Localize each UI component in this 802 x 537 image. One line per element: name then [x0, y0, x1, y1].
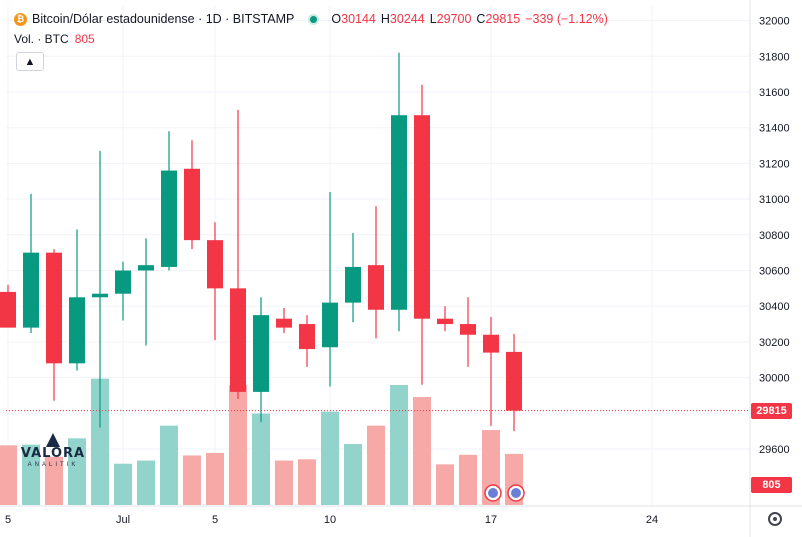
- price-axis-label: 30200: [759, 337, 790, 349]
- candle-body: [345, 266, 361, 303]
- price-axis-label: 30600: [759, 266, 790, 278]
- candle-body: [368, 265, 384, 310]
- candle-body: [230, 288, 246, 392]
- market-status-icon: [310, 15, 318, 23]
- price-axis-label: 31400: [759, 123, 790, 135]
- time-axis-label: 5: [212, 514, 218, 526]
- candle-body: [0, 291, 16, 328]
- legend-title-row: ₿ Bitcoin/Dólar estadounidense · 1D · BI…: [14, 9, 613, 29]
- candle-body: [483, 334, 499, 353]
- volume-bar: [229, 384, 247, 505]
- time-axis-label: 24: [646, 514, 658, 526]
- price-axis-label: 30000: [759, 373, 790, 385]
- candle-body: [414, 115, 430, 319]
- candle-body: [391, 115, 407, 310]
- symbol-title[interactable]: Bitcoin/Dólar estadounidense · 1D · BITS…: [32, 12, 295, 26]
- volume-bar: [206, 452, 224, 505]
- price-axis-label: 31600: [759, 87, 790, 99]
- price-axis-label: 31000: [759, 194, 790, 206]
- volume-bar: [344, 444, 362, 505]
- settings-icon[interactable]: [768, 512, 782, 526]
- candle-body: [299, 324, 315, 350]
- ohlc-key-o: O: [331, 12, 342, 26]
- last-price-label: 29815: [751, 402, 792, 419]
- candle-body: [161, 170, 177, 267]
- volume-bar: [413, 397, 431, 505]
- volume-bar: [275, 460, 293, 505]
- time-axis-label: 17: [485, 514, 497, 526]
- volume-value: 805: [74, 32, 95, 46]
- watermark-line2: ANALITIK: [27, 462, 79, 468]
- candle-body: [460, 324, 476, 335]
- candle-body: [46, 252, 62, 364]
- ohlc-key-h: H: [380, 12, 390, 26]
- candle-body: [506, 351, 522, 411]
- price-axis-label: 31200: [759, 158, 790, 170]
- watermark-logo: VALORA ANALITIK: [18, 433, 88, 469]
- collapse-legend-button[interactable]: ▲: [16, 52, 44, 71]
- ohlc-value-l: 29700: [436, 12, 472, 26]
- price-axis-label: 32000: [759, 16, 790, 28]
- price-axis-label: 30400: [759, 301, 790, 313]
- volume-bar: [459, 454, 477, 505]
- volume-bar: [114, 463, 132, 505]
- candle-body: [115, 270, 131, 294]
- volume-label[interactable]: Vol. · BTC: [14, 32, 69, 46]
- price-axis-label: 29600: [759, 444, 790, 456]
- candle-body: [437, 318, 453, 325]
- price-axis-label: 31800: [759, 51, 790, 63]
- chevron-up-icon: ▲: [24, 55, 36, 68]
- candle-body: [184, 168, 200, 241]
- candle-body: [322, 302, 338, 348]
- time-axis-label: 10: [324, 514, 336, 526]
- chart-legend: ₿ Bitcoin/Dólar estadounidense · 1D · BI…: [14, 9, 613, 49]
- volume-bar: [321, 411, 339, 505]
- logo-icon: [46, 433, 60, 447]
- watermark-line1: VALORA: [20, 446, 86, 461]
- event-flag-icon: [488, 488, 498, 498]
- volume-bar: [436, 464, 454, 505]
- ohlc-key-c: C: [476, 12, 486, 26]
- volume-bar: [91, 378, 109, 505]
- candle-body: [276, 318, 292, 328]
- candle-body: [253, 315, 269, 392]
- time-axis-label: 5: [5, 514, 11, 526]
- volume-legend-row: Vol. · BTC 805: [14, 29, 613, 49]
- time-axis-label: Jul: [116, 514, 130, 526]
- ohlc-values: O30144 H30244 L29700 C29815: [331, 12, 525, 26]
- price-change: −339 (−1.12%): [525, 12, 608, 26]
- candle-body: [23, 252, 39, 328]
- candle-body: [92, 293, 108, 298]
- bitcoin-icon: ₿: [14, 12, 27, 26]
- ohlc-value-o: 30144: [341, 12, 376, 26]
- ohlc-key-l: L: [429, 12, 437, 26]
- volume-bar: [183, 455, 201, 505]
- event-flag-icon: [511, 488, 521, 498]
- volume-bar: [367, 425, 385, 505]
- volume-bar: [22, 444, 40, 505]
- candle-body: [207, 240, 223, 289]
- volume-bar: [137, 460, 155, 505]
- volume-bar: [0, 445, 17, 505]
- volume-bar: [160, 425, 178, 505]
- ohlc-value-c: 29815: [485, 12, 521, 26]
- candle-body: [138, 265, 154, 271]
- volume-bar: [298, 459, 316, 505]
- ohlc-value-h: 30244: [389, 12, 425, 26]
- last-volume-label: 805: [751, 477, 792, 493]
- volume-bar: [390, 384, 408, 505]
- candle-body: [69, 297, 85, 364]
- volume-bar: [45, 456, 63, 505]
- volume-bar: [68, 438, 86, 505]
- volume-bar: [252, 413, 270, 505]
- price-axis-label: 30800: [759, 230, 790, 242]
